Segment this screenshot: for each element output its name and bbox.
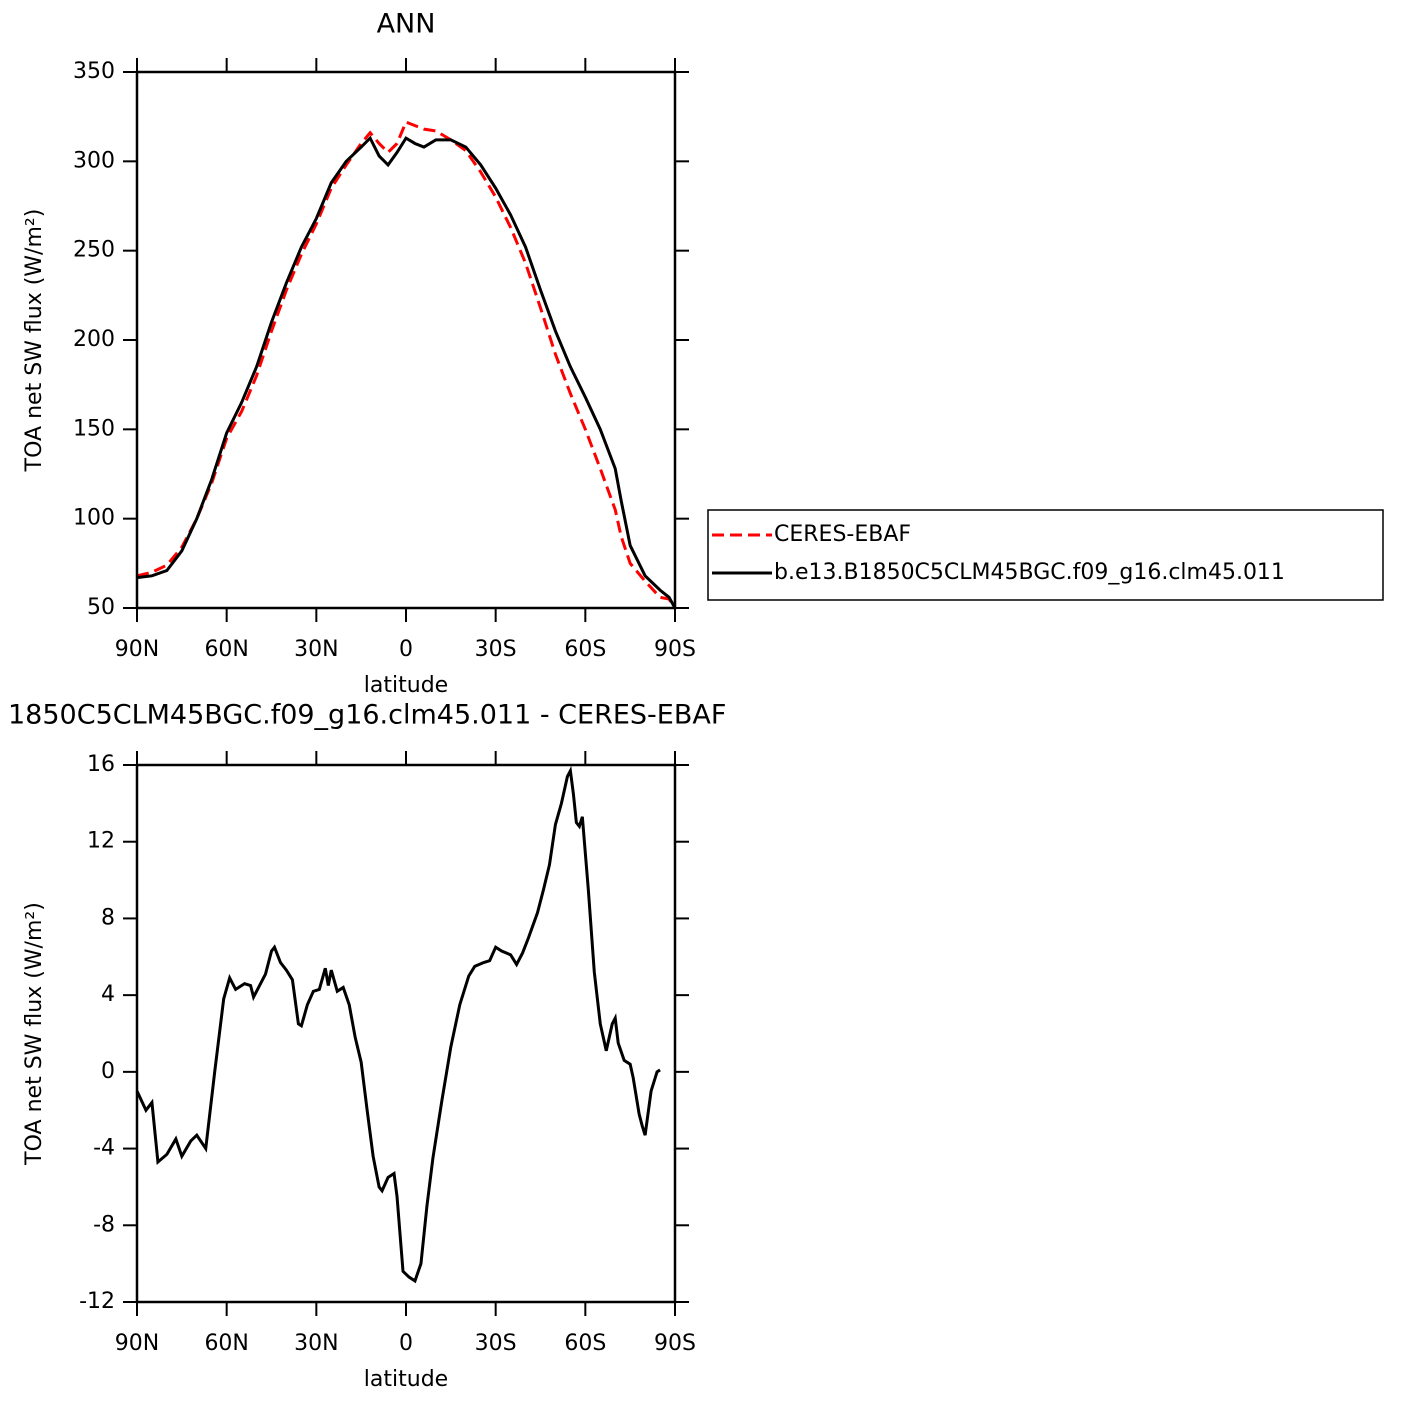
x-tick-label: 0 [399, 1331, 413, 1356]
x-tick-label: 30N [294, 637, 338, 662]
data-line [135, 765, 661, 1284]
data-line [136, 120, 677, 609]
x-tick-label: 60S [564, 1331, 606, 1356]
x-axis-label: latitude [364, 673, 448, 698]
x-tick-label: 30S [475, 1331, 517, 1356]
legend-box [707, 509, 1384, 601]
data-line [136, 135, 677, 609]
x-tick-label: 30N [294, 1331, 338, 1356]
x-tick-label: 60N [204, 637, 248, 662]
y-tick-label: 150 [73, 416, 115, 441]
y-tick-label: 50 [87, 595, 115, 620]
y-tick-label: 250 [73, 238, 115, 263]
plot-frame [135, 763, 677, 1304]
chart-title: 1850C5CLM45BGC.f09_g16.clm45.011 - CERES… [8, 700, 726, 731]
y-axis-label: TOA net SW flux (W/m²) [22, 902, 47, 1166]
y-tick-label: 350 [73, 59, 115, 84]
x-tick-label: 60N [204, 1331, 248, 1356]
x-tick-label: 90N [115, 1331, 159, 1356]
legend-label: CERES-EBAF [774, 522, 911, 547]
y-tick-label: 4 [101, 982, 115, 1007]
y-tick-label: -8 [93, 1212, 115, 1237]
y-tick-label: 200 [73, 327, 115, 352]
legend-label: b.e13.B1850C5CLM45BGC.f09_g16.clm45.011 [774, 560, 1285, 585]
y-tick-label: -4 [93, 1136, 115, 1161]
chart-title: ANN [377, 9, 436, 40]
x-tick-label: 30S [475, 637, 517, 662]
x-axis-label: latitude [364, 1367, 448, 1392]
y-tick-label: 16 [87, 752, 115, 777]
y-tick-label: 12 [87, 829, 115, 854]
x-tick-label: 90S [654, 637, 696, 662]
y-tick-label: 0 [101, 1059, 115, 1084]
plot-frame [135, 70, 677, 610]
y-axis-label: TOA net SW flux (W/m²) [22, 209, 47, 473]
y-tick-label: 100 [73, 506, 115, 531]
x-tick-label: 90N [115, 637, 159, 662]
x-tick-label: 90S [654, 1331, 696, 1356]
y-tick-label: 8 [101, 905, 115, 930]
x-tick-label: 0 [399, 637, 413, 662]
x-tick-label: 60S [564, 637, 606, 662]
y-tick-label: -12 [79, 1289, 115, 1314]
y-tick-label: 300 [73, 148, 115, 173]
